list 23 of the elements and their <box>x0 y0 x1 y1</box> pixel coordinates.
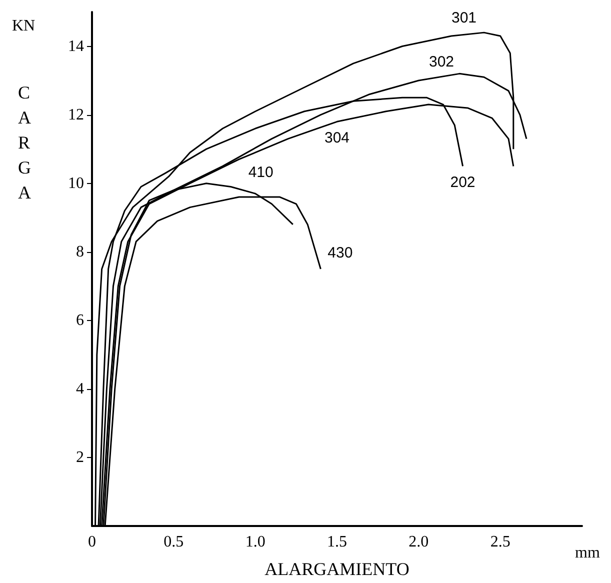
y-tick-label: 6 <box>76 312 84 329</box>
x-tick-label: 0.5 <box>164 534 184 550</box>
y-tick-label: 10 <box>68 174 84 192</box>
y-tick-label: 2 <box>76 448 84 466</box>
text: KN <box>12 18 36 34</box>
x-axis-title: ALARGAMIENTO <box>264 559 410 579</box>
series-label: 410 <box>248 164 274 181</box>
x-tick-label: 2.5 <box>490 534 510 550</box>
series-label: 430 <box>328 244 353 262</box>
y-tick-label: 12 <box>68 106 84 124</box>
text: mm <box>575 544 600 562</box>
y-tick-label: 4 <box>76 380 84 398</box>
x-tick-label: 1.0 <box>245 534 266 550</box>
x-tick-label: 0 <box>88 534 96 550</box>
x-tick-label: 1.5 <box>327 534 347 550</box>
series-label: 304 <box>324 130 350 147</box>
series-label: 302 <box>428 54 454 71</box>
series-label: 301 <box>451 10 477 27</box>
y-tick-label: 14 <box>68 38 84 55</box>
x-tick-label: 2.0 <box>408 534 429 550</box>
series-label: 202 <box>450 174 476 192</box>
y-tick-label: 8 <box>76 243 84 260</box>
y-axis-title: CARGA <box>18 82 31 202</box>
